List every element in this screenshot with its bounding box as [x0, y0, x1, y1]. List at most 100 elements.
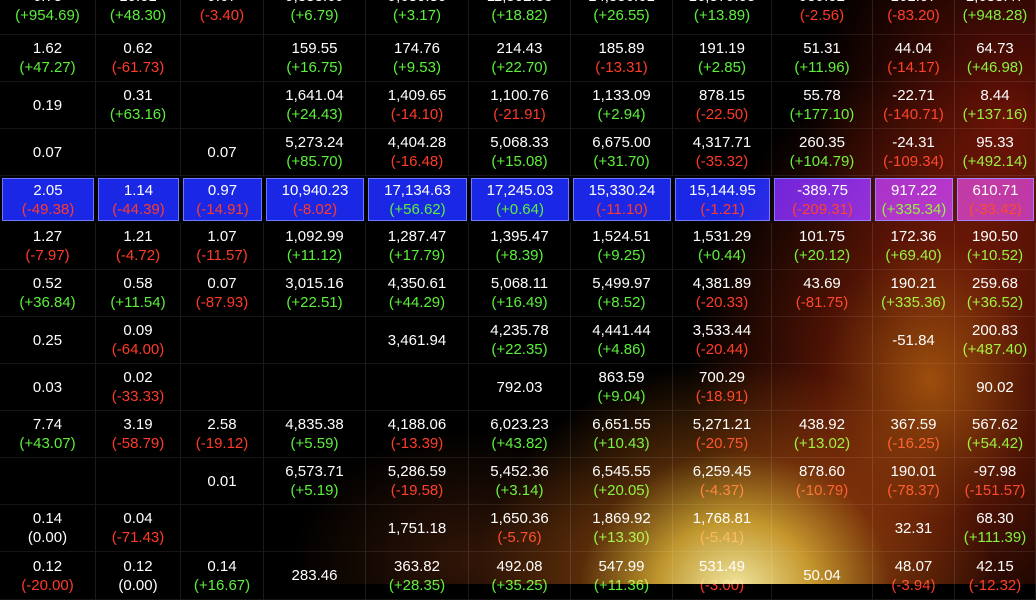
ticker-cell: 1,641.04 (+24.43)	[264, 82, 366, 129]
ticker-cell: 9.67(-3.40)	[181, 0, 264, 35]
ticker-cell: 0.12 (0.00)	[96, 552, 181, 600]
price-value: 0.52	[32, 275, 63, 292]
ticker-cell: 1,531.29 (+0.44)	[673, 223, 772, 270]
price-value: 1,524.51	[592, 228, 651, 245]
change-value: (+3.17)	[393, 7, 441, 24]
change-value: (-5.76)	[497, 529, 542, 546]
ticker-cell: 0.01	[181, 458, 264, 505]
ticker-cell: 792.03	[469, 364, 571, 411]
change-value: (+0.64)	[496, 200, 544, 218]
ticker-cell: 1,751.18	[366, 505, 469, 552]
change-value: (-140.71)	[883, 106, 944, 123]
change-value: (+492.14)	[962, 153, 1028, 170]
change-value: (+954.69)	[15, 7, 80, 24]
ticker-cell: 5,068.33 (+15.08)	[469, 129, 571, 176]
price-value: 190.50	[972, 228, 1018, 245]
change-value: (0.00)	[118, 576, 158, 594]
change-value: (+17.79)	[388, 247, 446, 264]
price-value: 531.49	[699, 557, 745, 575]
price-value: 5,271.21	[692, 416, 752, 433]
ticker-cell: 191.19 (+2.85)	[673, 35, 772, 82]
change-value: (+44.29)	[388, 294, 446, 311]
price-value: 0.14	[207, 557, 237, 575]
ticker-cell: 159.55 (+16.75)	[264, 35, 366, 82]
ticker-cell: 0.19	[0, 82, 96, 129]
price-value: 1.14	[123, 181, 154, 199]
price-value: 8.44	[980, 87, 1010, 104]
price-value: 1,869.92	[592, 510, 651, 527]
ticker-cell	[264, 364, 366, 411]
ticker-cell: 8.44 (+137.16)	[955, 82, 1036, 129]
ticker-cell: 172.36 (+69.40)	[873, 223, 955, 270]
change-value: (+0.44)	[698, 247, 746, 264]
ticker-cell: 200.83 (+487.40)	[955, 317, 1036, 364]
change-value: (+9.53)	[393, 59, 441, 76]
change-value: (+11.36)	[593, 576, 650, 594]
ticker-cell: 283.46	[264, 552, 366, 600]
ticker-cell: 190.50 (+10.52)	[955, 223, 1036, 270]
ticker-cell: 3,015.16 (+22.51)	[264, 270, 366, 317]
change-value: (-13.31)	[595, 59, 648, 76]
change-value: (+137.16)	[962, 106, 1028, 123]
change-value: (+15.08)	[491, 153, 548, 170]
price-value: 1,751.18	[387, 519, 447, 537]
price-value: 4,381.89	[692, 275, 752, 292]
ticker-cell: 1,768.81 (-5.41)	[673, 505, 772, 552]
price-value: 0.12	[32, 557, 63, 575]
ticker-cell	[181, 505, 264, 552]
price-value: 3,015.16	[285, 275, 344, 292]
ticker-cell: 0.04 (-71.43)	[96, 505, 181, 552]
price-value: 90.02	[976, 378, 1014, 396]
price-value: 10,940.23	[281, 181, 349, 199]
change-value: (+4.86)	[597, 341, 646, 358]
change-value: (+22.51)	[286, 294, 343, 311]
price-value: 878.60	[799, 463, 845, 480]
price-value: 1.21	[123, 228, 153, 245]
ticker-cell: 190.21 (+335.36)	[873, 270, 955, 317]
ticker-cell: 0.14 (0.00)	[0, 505, 96, 552]
ticker-cell: 6.75(+954.69)	[0, 0, 96, 35]
ticker-cell: 1,287.47 (+17.79)	[366, 223, 469, 270]
change-value: (+13.30)	[593, 529, 650, 546]
change-value: (-16.25)	[887, 435, 940, 452]
price-value: 4,317.71	[692, 134, 752, 151]
change-value: (+335.36)	[881, 294, 946, 311]
price-value: 5,499.97	[592, 275, 651, 292]
price-value: 367.59	[890, 416, 937, 433]
ticker-cell	[873, 364, 955, 411]
change-value: (+31.70)	[593, 153, 650, 170]
price-value: 700.29	[699, 369, 745, 386]
ticker-cell	[96, 458, 181, 505]
ticker-cell: 1.27 (-7.97)	[0, 223, 96, 270]
change-value: (+35.25)	[491, 576, 548, 594]
change-value: (+46.98)	[966, 59, 1024, 76]
change-value: (-151.57)	[964, 482, 1026, 499]
price-value: 6,573.71	[285, 463, 344, 480]
ticker-cell: 44.04 (-14.17)	[873, 35, 955, 82]
change-value: (-3.94)	[891, 576, 936, 594]
price-value: 1,650.36	[490, 510, 549, 527]
ticker-cell	[181, 35, 264, 82]
price-value: 0.97	[207, 181, 238, 199]
ticker-cell: 917.22 (+335.34)	[875, 178, 953, 221]
ticker-cell: 0.07	[181, 129, 264, 176]
change-value: (-11.57)	[196, 247, 248, 264]
price-value: 95.33	[976, 134, 1014, 151]
ticker-cell: 438.92 (+13.02)	[772, 411, 873, 458]
ticker-cell: 1.62 (+47.27)	[0, 35, 96, 82]
price-value: 5,068.11	[490, 275, 549, 292]
ticker-cell	[264, 317, 366, 364]
ticker-cell: 878.60 (-10.79)	[772, 458, 873, 505]
price-value: 2.05	[33, 181, 63, 199]
price-value: 917.22	[891, 181, 937, 199]
change-value: (+16.49)	[491, 294, 548, 311]
price-value: 1,531.29	[692, 228, 752, 245]
change-value: (-4.37)	[699, 482, 745, 499]
change-value: (+20.05)	[593, 482, 650, 499]
change-value: (+9.04)	[597, 388, 646, 405]
price-value: 1.07	[207, 228, 237, 245]
ticker-cell: 6,259.45 (-4.37)	[673, 458, 772, 505]
price-value: 0.07	[207, 275, 237, 292]
price-value: 0.19	[32, 96, 63, 114]
price-value: 17,245.03	[486, 181, 554, 199]
